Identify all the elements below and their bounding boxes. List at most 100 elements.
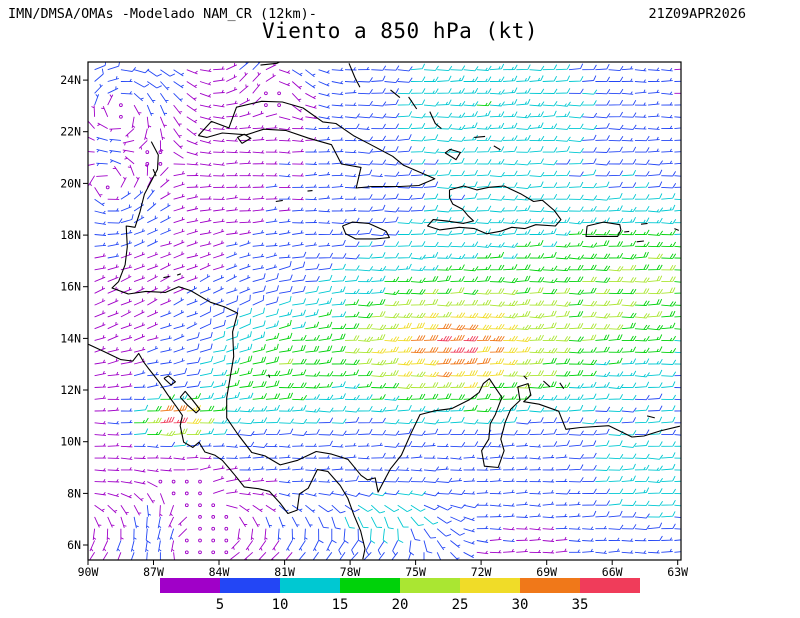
wind-barb <box>265 285 279 294</box>
calm-wind-marker <box>184 550 189 555</box>
wind-barb <box>265 296 279 306</box>
wind-barb <box>437 88 452 94</box>
wind-barb <box>371 334 386 341</box>
wind-barb <box>279 286 293 294</box>
wind-barb <box>147 455 159 459</box>
calm-wind-marker <box>184 479 189 484</box>
wind-barb <box>160 323 172 330</box>
wind-barb <box>252 393 267 400</box>
wind-barb <box>226 149 238 154</box>
wind-barb <box>173 69 185 77</box>
wind-barb <box>529 135 545 142</box>
wind-barb <box>476 289 492 295</box>
wind-barb <box>436 528 452 537</box>
wind-barb <box>186 81 198 89</box>
wind-barb <box>463 441 479 447</box>
wind-barb <box>542 322 557 330</box>
wind-barb <box>186 454 199 459</box>
wind-barb <box>437 416 452 424</box>
wind-barb <box>503 122 518 130</box>
wind-barb <box>133 370 146 377</box>
wind-barb <box>265 113 278 118</box>
wind-barb <box>94 68 104 82</box>
wind-barb <box>186 116 198 124</box>
calm-wind-marker <box>211 550 216 555</box>
wind-barb <box>397 66 413 72</box>
wind-barb <box>96 162 108 167</box>
wind-barb <box>476 324 492 331</box>
wind-barb <box>231 540 240 550</box>
wind-barb <box>147 263 159 271</box>
wind-barb <box>542 64 558 71</box>
wind-barb <box>621 538 634 542</box>
wind-barb <box>94 384 107 388</box>
wind-barb <box>437 288 452 294</box>
wind-barb <box>344 161 357 166</box>
wind-barb <box>661 137 673 141</box>
wind-barb <box>529 88 545 94</box>
lon-tick-label: 87W <box>143 565 164 579</box>
wind-barb <box>344 442 357 447</box>
wind-barb <box>160 227 172 235</box>
wind-barb <box>358 443 370 447</box>
wind-barb <box>371 88 386 94</box>
wind-barb <box>107 358 119 365</box>
wind-barb <box>568 194 584 200</box>
wind-barb <box>423 241 439 248</box>
wind-barb <box>555 88 571 94</box>
wind-barb <box>397 322 412 330</box>
wind-barb <box>120 264 133 271</box>
wind-barb <box>146 116 152 129</box>
wind-barb <box>437 75 452 82</box>
wind-barb <box>529 370 544 377</box>
wind-barb <box>476 124 492 130</box>
wind-barb <box>555 394 571 400</box>
lon-tick-label: 78W <box>340 565 361 579</box>
wind-barb <box>318 161 331 165</box>
calm-wind-marker <box>119 103 123 107</box>
wind-barb <box>555 429 571 436</box>
wind-barb <box>674 469 681 471</box>
wind-barb <box>450 504 466 509</box>
wind-barb <box>634 205 650 212</box>
lat-tick-label: 18N <box>60 228 81 242</box>
wind-barb <box>634 159 650 165</box>
wind-barb <box>450 334 465 341</box>
wind-barb <box>503 218 518 224</box>
central-america-pacific-coast <box>88 343 366 560</box>
wind-barb <box>489 251 505 259</box>
wind-barb <box>529 287 544 294</box>
wind-barb <box>292 116 304 121</box>
wind-barb <box>503 146 518 153</box>
wind-barb <box>292 274 307 283</box>
wind-barb <box>331 381 346 388</box>
wind-barb <box>529 111 544 118</box>
wind-barb <box>608 159 624 165</box>
wind-barb <box>410 158 426 165</box>
wind-barb <box>608 475 623 483</box>
wind-barb <box>529 491 542 495</box>
wind-barb <box>371 442 383 447</box>
wind-barb <box>476 159 492 165</box>
island-outline <box>640 222 648 225</box>
calm-wind-marker <box>264 103 268 107</box>
wind-barb <box>410 113 426 119</box>
wind-barb <box>423 504 440 511</box>
wind-barb <box>186 205 199 212</box>
wind-barb <box>568 311 584 318</box>
island-outline <box>624 230 630 233</box>
wind-barb <box>568 276 584 283</box>
wind-barb <box>147 322 158 330</box>
wind-barb <box>213 331 226 341</box>
wind-barb <box>226 62 237 71</box>
wind-barb <box>292 394 307 401</box>
wind-barb <box>489 63 505 71</box>
wind-barb <box>239 184 252 188</box>
wind-barb <box>410 218 426 224</box>
wind-barb <box>286 540 293 552</box>
wind-barb <box>661 416 676 424</box>
wind-barb <box>318 242 331 247</box>
wind-barb <box>344 348 360 354</box>
wind-barb <box>318 479 331 483</box>
wind-barb <box>160 69 176 77</box>
